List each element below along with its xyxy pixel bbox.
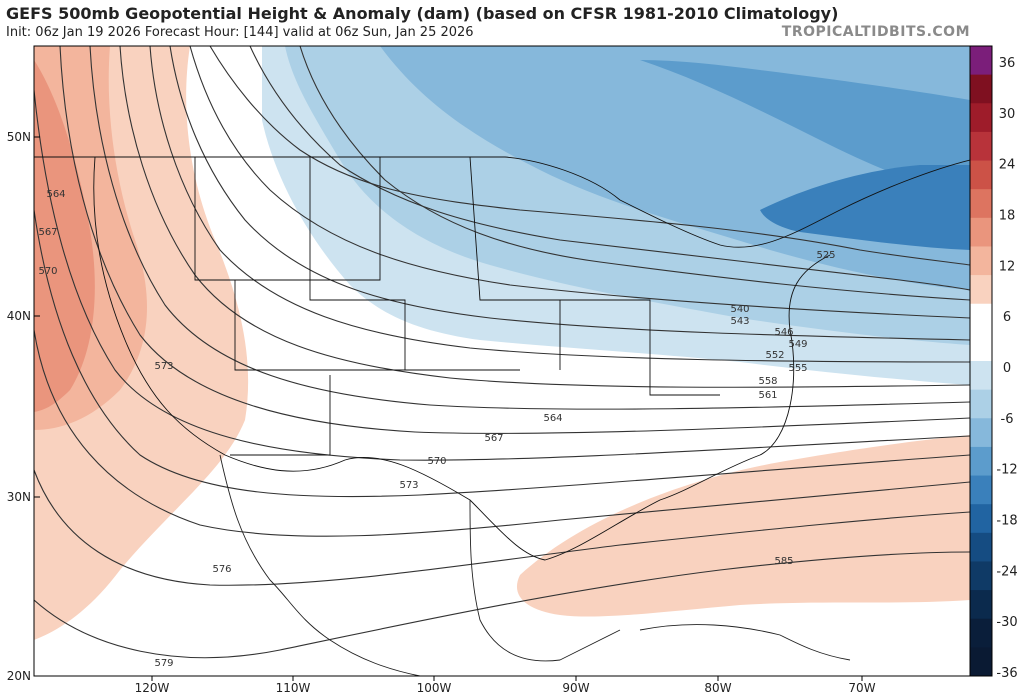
colorbar-segment: [970, 561, 992, 591]
brand-watermark: TROPICALTIDBITS.COM: [781, 24, 970, 40]
colorbar-segment: [970, 103, 992, 133]
colorbar-segment: [970, 532, 992, 562]
contour-label: 540: [730, 304, 749, 315]
colorbar-tick-label: -12: [996, 463, 1017, 478]
colorbar-tick-label: 36: [999, 56, 1016, 71]
colorbar-segment: [970, 361, 992, 391]
contour-label: 543: [730, 316, 749, 327]
contour-label: 549: [788, 339, 807, 350]
lon-label: 110W: [276, 681, 311, 695]
contour-label: 552: [765, 350, 784, 361]
colorbar-segment: [970, 590, 992, 620]
colorbar-tick-label: 12: [999, 259, 1016, 274]
colorbar-tick-label: 30: [999, 107, 1016, 122]
colorbar-segment: [970, 446, 992, 477]
colorbar-segment: [970, 189, 992, 219]
lat-label: 50N: [7, 130, 31, 144]
colorbar-tick-label: -6: [1001, 412, 1014, 427]
contour-label: 567: [38, 227, 57, 238]
colorbar-segment: [970, 246, 992, 276]
lat-label: 40N: [7, 309, 31, 323]
colorbar-segment: [970, 332, 992, 362]
cool-anomaly-deep: [640, 60, 970, 195]
colorbar-segment: [970, 418, 992, 448]
colorbar-tick-label: 18: [999, 209, 1016, 224]
contour-label: 564: [543, 413, 562, 424]
lon-label: 80W: [704, 681, 731, 695]
warm-anomaly-west-strong: [34, 60, 95, 412]
latitude-axis: 50N 40N 30N 20N: [7, 130, 40, 683]
lon-label: 100W: [417, 681, 452, 695]
contour-label: 564: [46, 189, 65, 200]
mexico-coastline: [219, 454, 851, 676]
lon-label: 120W: [135, 681, 170, 695]
anomaly-colorbar: 36 30 24 18 12 6 0 -6 -12 -18 -24 -30 -36: [969, 45, 1018, 681]
contour-label: 579: [154, 658, 173, 669]
height-contours: [34, 46, 970, 659]
longitude-axis: 120W 110W 100W 90W 80W 70W: [135, 676, 876, 695]
colorbar-segment: [970, 475, 992, 505]
colorbar-frame: [969, 45, 993, 677]
contour-label: 567: [484, 433, 503, 444]
political-boundaries: [34, 156, 970, 561]
colorbar-tick-label: -36: [996, 666, 1017, 681]
contour-label: 570: [38, 266, 57, 277]
chart-title: GEFS 500mb Geopotential Height & Anomaly…: [6, 4, 839, 23]
colorbar-tick-label: -30: [996, 615, 1017, 630]
contour-label: 573: [399, 480, 418, 491]
colorbar-segment: [970, 131, 992, 162]
colorbar-segment: [970, 647, 992, 677]
contour-label: 555: [788, 363, 807, 374]
chart-subtitle: Init: 06z Jan 19 2026 Forecast Hour: [14…: [6, 25, 474, 40]
colorbar-tick-label: 0: [1003, 361, 1011, 376]
contour-label: 525: [816, 250, 835, 261]
colorbar-tick-label: 6: [1003, 310, 1011, 325]
contour-label: 561: [758, 390, 777, 401]
lon-label: 70W: [848, 681, 875, 695]
contour-label: 558: [758, 376, 777, 387]
lat-label: 20N: [7, 669, 31, 683]
colorbar-segment: [970, 275, 992, 305]
colorbar-segment: [970, 504, 992, 534]
contour-label: 573: [154, 361, 173, 372]
contour-label: 570: [427, 456, 446, 467]
colorbar-segment: [970, 217, 992, 247]
colorbar-segment: [970, 46, 992, 76]
contour-label-group: 5645675705735255405435465495525555585615…: [38, 189, 835, 669]
colorbar-tick-label: -24: [996, 564, 1017, 579]
colorbar-tick-label: -18: [996, 514, 1017, 529]
colorbar-segment: [970, 303, 992, 333]
contour-label: 546: [774, 327, 793, 338]
lat-label: 30N: [7, 490, 31, 504]
warm-anomaly-southeast: [516, 435, 970, 617]
colorbar-segment: [970, 160, 992, 190]
contour-label: 576: [212, 564, 231, 575]
colorbar-tick-label: 24: [999, 158, 1016, 173]
contour-label: 585: [774, 556, 793, 567]
lon-label: 90W: [562, 681, 589, 695]
cool-anomaly-deep-east: [760, 165, 970, 250]
colorbar-segment: [970, 74, 992, 104]
colorbar-segment: [970, 389, 992, 419]
colorbar-segment: [970, 618, 992, 648]
